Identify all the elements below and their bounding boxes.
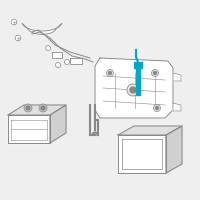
- Polygon shape: [166, 126, 182, 173]
- Polygon shape: [52, 52, 62, 58]
- Polygon shape: [173, 73, 181, 81]
- Circle shape: [154, 72, 156, 74]
- Circle shape: [106, 70, 114, 76]
- Circle shape: [108, 72, 112, 74]
- Circle shape: [130, 87, 136, 93]
- Polygon shape: [134, 62, 142, 68]
- Circle shape: [152, 70, 158, 76]
- Circle shape: [127, 84, 139, 96]
- Circle shape: [41, 106, 45, 110]
- Polygon shape: [8, 105, 66, 115]
- Circle shape: [24, 104, 32, 112]
- Circle shape: [26, 106, 30, 110]
- Circle shape: [56, 62, 60, 68]
- Polygon shape: [22, 23, 62, 34]
- Polygon shape: [136, 68, 140, 95]
- Circle shape: [154, 104, 160, 112]
- Circle shape: [11, 19, 17, 25]
- Circle shape: [64, 60, 70, 64]
- Polygon shape: [70, 58, 82, 64]
- Circle shape: [156, 106, 158, 110]
- Polygon shape: [173, 103, 181, 111]
- Circle shape: [39, 104, 47, 112]
- Polygon shape: [118, 126, 182, 135]
- Polygon shape: [50, 105, 66, 143]
- Polygon shape: [95, 58, 173, 118]
- Circle shape: [46, 46, 50, 50]
- Polygon shape: [8, 115, 50, 143]
- Circle shape: [15, 35, 21, 41]
- Polygon shape: [118, 135, 166, 173]
